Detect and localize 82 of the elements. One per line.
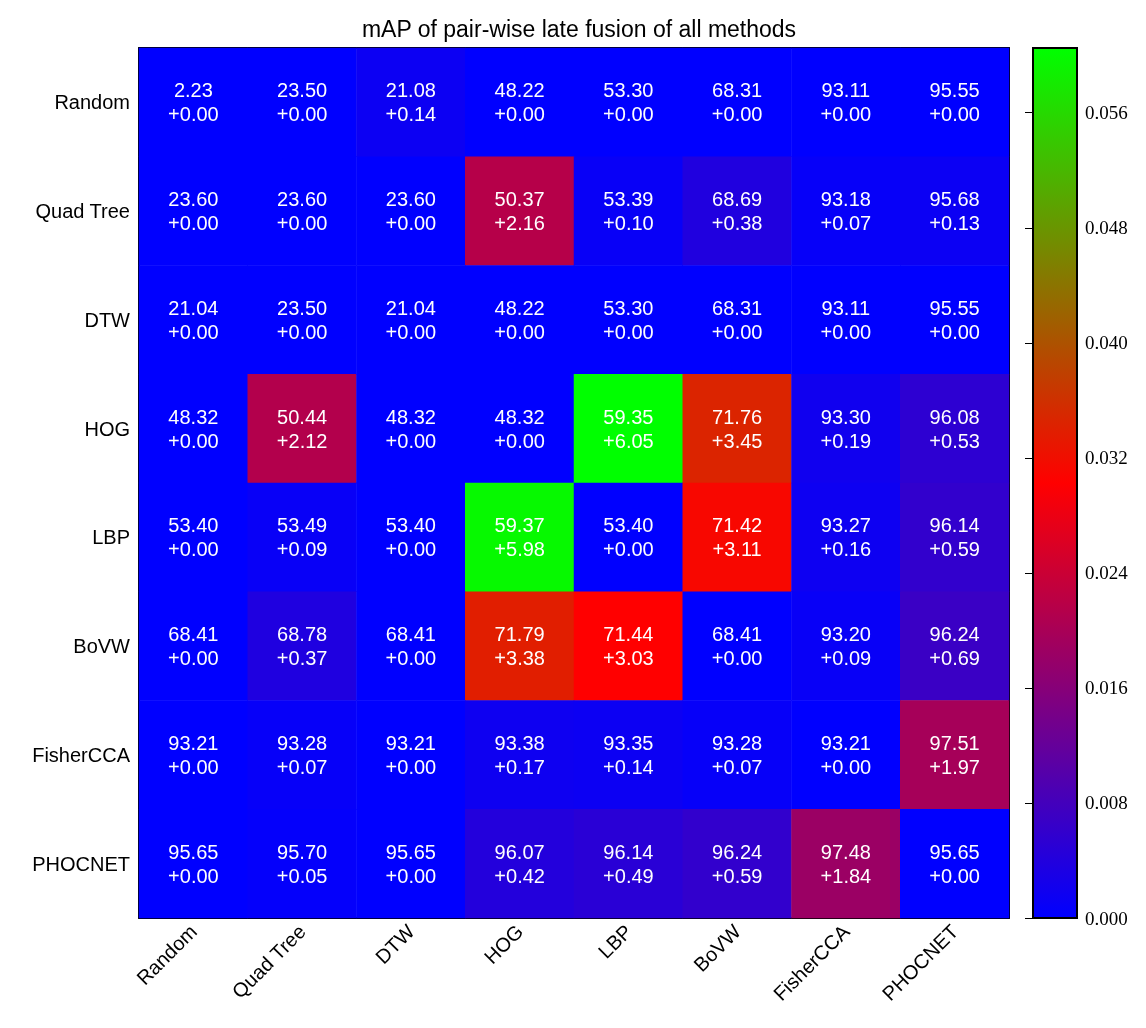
data-label: 93.28 +0.07 [276,731,328,778]
data-label: 48.32 +0.00 [385,405,437,452]
data-label: 68.41 +0.00 [711,623,763,670]
data-label: 97.48 +1.84 [820,840,872,887]
data-label: 95.55 +0.00 [929,296,980,343]
data-label: 71.42 +3.11 [712,514,763,561]
y-tick-label: PHOCNET [32,852,130,875]
data-label: 68.69 +0.38 [711,188,763,235]
data-label: 93.28 +0.07 [711,731,763,778]
data-label: 71.76 +3.45 [711,405,763,452]
chart-title: mAP of pair-wise late fusion of all methods [361,15,797,42]
data-label: 95.70 +0.05 [276,840,328,887]
y-tick-label: HOG [84,417,130,440]
data-label: 93.21 +0.00 [168,731,219,778]
data-label: 93.35 +0.14 [603,731,654,778]
y-tick-label: DTW [84,308,131,331]
x-tick-label: LBP [593,920,637,963]
data-label: 95.55 +0.00 [929,79,980,126]
data-label: 93.11 +0.00 [820,296,872,343]
data-label: 21.04 +0.00 [385,296,437,343]
data-label: 95.68 +0.13 [929,188,980,235]
y-tick-label: FisherCCA [32,743,131,766]
data-label: 59.37 +5.98 [494,514,545,561]
data-label: 68.78 +0.37 [276,623,328,670]
data-label: 96.24 +0.59 [711,840,763,887]
data-label: 71.79 +3.38 [494,623,545,670]
data-label: 23.50 +0.00 [276,296,328,343]
data-label: 48.22 +0.00 [494,296,545,343]
data-label: 68.31 +0.00 [711,296,763,343]
color-bar-label: 0.040 [1085,332,1128,354]
data-label: 93.27 +0.16 [820,514,872,561]
data-label: 53.40 +0.00 [603,514,654,561]
data-label: 48.32 +0.00 [168,405,219,452]
data-label: 53.40 +0.00 [168,514,219,561]
color-bar-label: 0.032 [1085,447,1128,469]
data-label: 96.08 +0.53 [929,405,980,452]
data-label: 53.39 +0.10 [603,188,654,235]
data-label: 23.60 +0.00 [276,188,328,235]
data-label: 53.49 +0.09 [276,514,328,561]
data-label: 95.65 +0.00 [168,840,219,887]
data-label: 21.08 +0.14 [385,79,437,126]
color-bar-label: 0.048 [1085,217,1128,239]
data-label: 23.60 +0.00 [168,188,219,235]
data-label: 93.38 +0.17 [494,731,545,778]
data-label: 2.23 +0.00 [168,79,219,126]
color-bar-label: 0.056 [1085,102,1128,124]
data-label: 93.21 +0.00 [385,731,437,778]
data-label: 93.20 +0.09 [820,623,872,670]
y-tick-label: LBP [92,526,130,549]
data-label: 93.30 +0.19 [820,405,872,452]
data-label: 68.41 +0.00 [385,623,437,670]
data-label: 96.07 +0.42 [494,840,545,887]
data-label: 96.14 +0.59 [929,514,980,561]
data-label: 53.30 +0.00 [603,79,654,126]
data-label: 97.51 +1.97 [929,731,980,778]
data-label: 95.65 +0.00 [385,840,437,887]
data-label: 53.40 +0.00 [385,514,437,561]
data-label: 50.44 +2.12 [276,405,328,452]
data-label: 23.60 +0.00 [385,188,437,235]
color-bar-label: 0.024 [1085,562,1129,584]
color-bar-label: 0.016 [1085,677,1128,699]
data-label: 53.30 +0.00 [603,296,654,343]
data-label: 93.11 +0.00 [820,79,872,126]
data-label: 21.04 +0.00 [168,296,219,343]
y-tick-label: Quad Tree [35,200,130,223]
color-bar-label: 0.000 [1085,907,1128,929]
data-label: 96.14 +0.49 [603,840,654,887]
data-label: 93.18 +0.07 [820,188,872,235]
data-label: 50.37 +2.16 [494,188,545,235]
data-label: 68.41 +0.00 [168,623,219,670]
color-bar-label: 0.008 [1085,792,1128,814]
y-tick-label: BoVW [73,635,131,658]
data-label: 23.50 +0.00 [276,79,328,126]
data-label: 71.44 +3.03 [603,623,654,670]
data-label: 93.21 +0.00 [820,731,872,778]
data-label: 68.31 +0.00 [711,79,763,126]
y-tick-label: Random [54,91,130,114]
data-label: 96.24 +0.69 [929,623,980,670]
data-label: 59.35 +6.05 [603,405,654,452]
data-label: 48.22 +0.00 [494,79,545,126]
data-label: 48.32 +0.00 [494,405,545,452]
data-label: 95.65 +0.00 [929,840,980,887]
